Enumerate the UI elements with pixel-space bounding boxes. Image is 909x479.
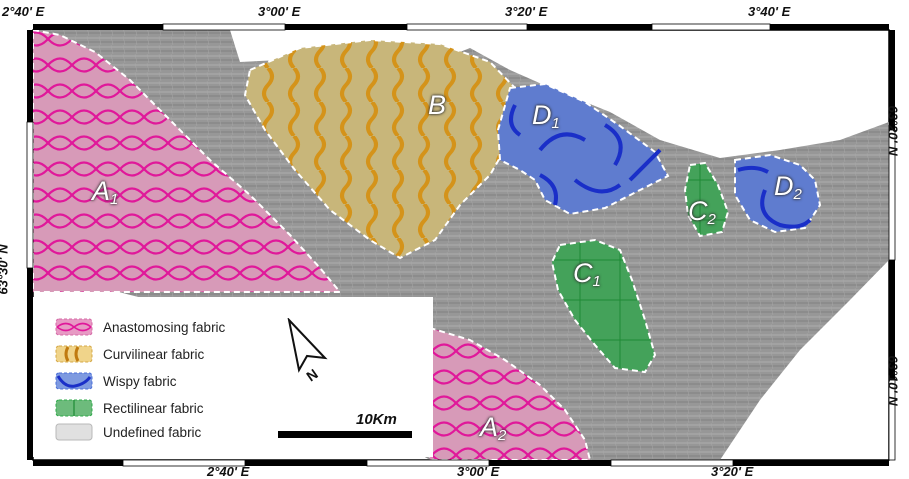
undefined-swatch-icon [55,423,93,441]
wispy-strokes-d1 [509,104,662,206]
legend-label-curvilinear: Curvilinear fabric [103,346,205,362]
zone-b-label: B [428,90,447,120]
zone-a2-polygon [418,323,592,461]
right-label-2: 63°10' N [885,355,901,406]
legend-item-anastomosing: Anastomosing fabric [55,316,225,338]
bottom-label-2: 3°00' E [457,464,500,479]
scale-bar [278,431,412,438]
legend-item-undefined: Undefined fabric [55,421,201,443]
zone-a2-label: A2 [480,412,507,444]
wispy-swatch-icon [55,372,93,390]
top-label-3: 3°20' E [505,4,548,19]
zone-a1-polygon [32,28,343,293]
legend-item-rectilinear: Rectilinear fabric [55,397,204,419]
left-border-ticks [26,30,34,460]
bottom-border-ticks [33,459,889,467]
legend-item-curvilinear: Curvilinear fabric [55,343,204,365]
zone-d2-polygon [734,153,822,234]
relief-surface [33,30,889,460]
right-border-ticks [888,30,896,461]
legend: Anastomosing fabric Curvilinear fabric W… [33,297,433,457]
legend-label-wispy: Wispy fabric [103,373,177,389]
zone-d1-polygon [496,82,670,216]
top-label-2: 3°00' E [258,4,301,19]
legend-item-wispy: Wispy fabric [55,370,177,392]
zone-c2-polygon [683,161,730,238]
north-arrow-icon [287,318,328,373]
zone-d1-label: D1 [532,100,560,132]
rectilinear-swatch-icon [55,399,93,417]
wispy-strokes-d2 [737,165,812,229]
zone-c2-label: C2 [688,196,716,228]
zone-b-polygon [243,38,519,260]
legend-label-undefined: Undefined fabric [103,424,202,440]
bottom-label-3: 3°20' E [711,464,754,479]
anastomosing-swatch-icon [55,318,93,336]
zone-c1-label: C1 [573,258,601,290]
top-label-1: 2°40' E [2,4,45,19]
bottom-label-1: 2°40' E [207,464,250,479]
top-label-4: 3°40' E [748,4,791,19]
scale-label: 10Km [356,411,397,428]
left-label-1: 63°30' N [0,244,11,295]
legend-label-rectilinear: Rectilinear fabric [103,400,204,416]
zone-d2-label: D2 [774,171,802,203]
top-border-ticks [33,23,889,31]
zone-a1-label: A1 [92,176,119,208]
curvilinear-swatch-icon [55,345,93,363]
right-label-1: 63°20' N [885,105,901,156]
zone-c1-polygon [550,238,657,374]
legend-label-anastomosing: Anastomosing fabric [103,319,226,335]
